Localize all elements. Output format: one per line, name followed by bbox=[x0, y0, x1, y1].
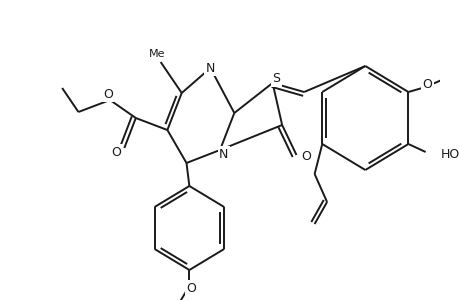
Text: O: O bbox=[186, 281, 196, 295]
Text: O: O bbox=[301, 151, 310, 164]
Text: O: O bbox=[422, 79, 431, 92]
Text: O: O bbox=[103, 88, 113, 100]
Text: N: N bbox=[205, 61, 215, 74]
Text: Me: Me bbox=[148, 49, 165, 59]
Text: N: N bbox=[218, 148, 228, 160]
Text: HO: HO bbox=[440, 148, 459, 160]
Text: S: S bbox=[272, 73, 280, 85]
Text: O: O bbox=[112, 146, 121, 158]
